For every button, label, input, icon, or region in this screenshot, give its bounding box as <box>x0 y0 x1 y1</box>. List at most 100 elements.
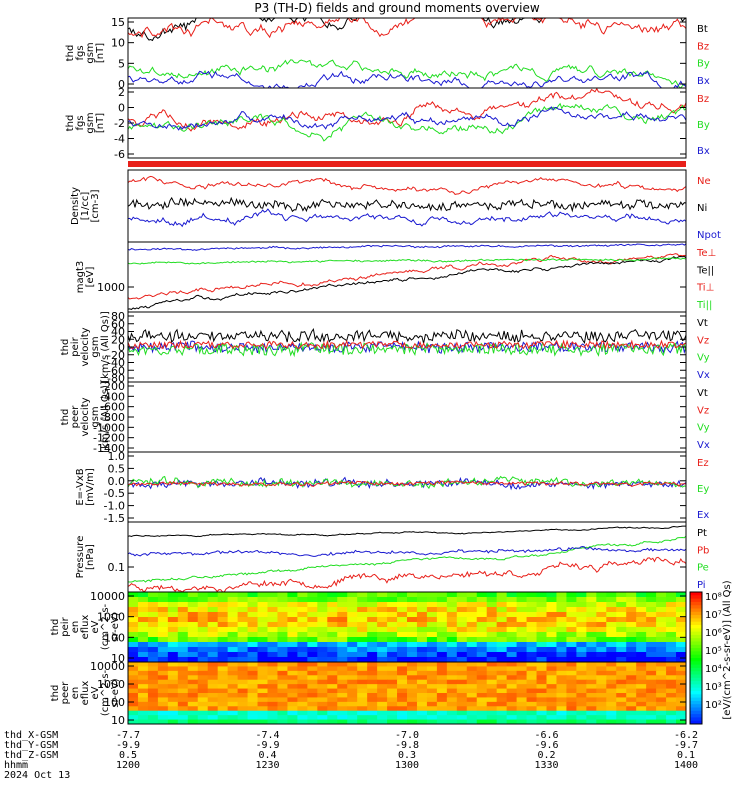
spectrogram-cell <box>516 627 528 633</box>
spectrogram-cell <box>436 622 448 628</box>
spectrogram-cell <box>516 647 528 653</box>
spectrogram-cell <box>676 688 687 694</box>
spectrogram-cell <box>676 706 687 712</box>
spectrogram-cell <box>187 701 199 707</box>
spectrogram-cell <box>347 657 358 663</box>
spectrogram-cell <box>666 706 677 712</box>
spectrogram-cell <box>227 715 239 721</box>
spectrogram-cell <box>187 666 199 672</box>
spectrogram-cell <box>546 697 557 703</box>
x-tick-label: 1230 <box>255 760 279 771</box>
y-axis-label-line: fgs <box>75 45 86 60</box>
spectrogram-cell <box>546 675 557 681</box>
spectrogram-cell <box>596 632 607 638</box>
spectrogram-cell <box>197 706 209 712</box>
spectrogram-cell <box>526 592 538 598</box>
spectrogram-cell <box>536 607 547 613</box>
spectrogram-cell <box>586 632 597 638</box>
spectrogram-cell <box>506 662 518 667</box>
spectrogram-cell <box>317 670 328 676</box>
y-tick-label: 20 <box>111 333 125 346</box>
spectrogram-cell <box>536 666 547 672</box>
spectrogram-cell <box>287 652 298 658</box>
spectrogram-cell <box>187 627 199 633</box>
spectrogram-cell <box>367 719 378 725</box>
spectrogram-cell <box>576 602 587 608</box>
spectrogram-cell <box>407 597 418 603</box>
spectrogram-cell <box>626 647 637 653</box>
spectrogram-cell <box>277 612 288 618</box>
spectrogram-cell <box>436 617 448 623</box>
spectrogram-cell <box>147 710 159 716</box>
spectrogram-cell <box>137 617 149 623</box>
spectrogram-cell <box>606 670 617 676</box>
spectrogram-cell <box>407 617 418 623</box>
x-tick-label: -9.8 <box>395 740 419 751</box>
spectrogram-cell <box>257 627 268 633</box>
y-tick-label: -0.5 <box>104 487 125 500</box>
spectrogram-cell <box>337 632 348 638</box>
spectrogram-cell <box>177 706 189 712</box>
spectrogram-cell <box>576 710 587 716</box>
spectrogram-cell <box>466 647 478 653</box>
spectrogram-cell <box>337 701 348 707</box>
spectrogram-cell <box>207 706 219 712</box>
spectrogram-cell <box>506 666 518 672</box>
spectrogram-cell <box>387 684 398 690</box>
spectrogram-cell <box>217 612 229 618</box>
spectrogram-cell <box>287 612 298 618</box>
spectrogram-cell <box>367 602 378 608</box>
spectrogram-cell <box>476 670 488 676</box>
spectrogram-cell <box>526 627 538 633</box>
spectrogram-cell <box>377 597 388 603</box>
spectrogram-cell <box>367 617 378 623</box>
spectrogram-cell <box>566 679 577 685</box>
spectrogram-cell <box>546 607 557 613</box>
spectrogram-cell <box>217 652 229 658</box>
spectrogram-cell <box>207 657 219 663</box>
spectrogram-cell <box>456 666 468 672</box>
spectrogram-cell <box>147 719 159 725</box>
spectrogram-cell <box>586 622 597 628</box>
spectrogram-cell <box>387 592 398 598</box>
spectrogram-cell <box>566 666 577 672</box>
spectrogram-cell <box>626 688 637 694</box>
legend-label-vt: Vt <box>697 318 708 329</box>
spectrogram-cell <box>596 617 607 623</box>
spectrogram-cell <box>576 647 587 653</box>
spectrogram-cell <box>596 688 607 694</box>
spectrogram-cell <box>297 607 308 613</box>
spectrogram-cell <box>516 693 528 698</box>
spectrogram-cell <box>476 684 488 690</box>
spectrogram-cell <box>446 602 458 608</box>
spectrogram-cell <box>486 627 498 633</box>
spectrogram-cell <box>466 657 478 663</box>
spectrogram-cell <box>347 693 358 698</box>
spectrogram-cell <box>606 706 617 712</box>
spectrogram-cell <box>596 657 607 663</box>
spectrogram-cell <box>646 657 657 663</box>
spectrogram-cell <box>147 622 159 628</box>
series-line-bx <box>127 106 687 131</box>
spectrogram-cell <box>157 706 169 712</box>
spectrogram-cell <box>556 647 567 653</box>
legend-label-pi: Pi <box>697 580 706 591</box>
spectrogram-cell <box>128 666 139 672</box>
spectrogram-cell <box>357 632 368 638</box>
spectrogram-cell <box>656 719 667 725</box>
spectrogram-cell <box>167 688 179 694</box>
spectrogram-cell <box>616 688 627 694</box>
spectrogram-cell <box>377 622 388 628</box>
spectrogram-cell <box>446 701 458 707</box>
spectrogram-cell <box>586 688 597 694</box>
spectrogram-cell <box>217 670 229 676</box>
spectrogram-cell <box>656 657 667 663</box>
series-line-pi <box>127 545 687 557</box>
spectrogram-cell <box>217 602 229 608</box>
x-tick-label: 0.2 <box>537 750 555 761</box>
spectrogram-cell <box>506 642 518 648</box>
y-tick-label: 10 <box>111 37 125 50</box>
spectrogram-cell <box>377 657 388 663</box>
spectrogram-cell <box>157 684 169 690</box>
spectrogram-cell <box>267 652 278 658</box>
